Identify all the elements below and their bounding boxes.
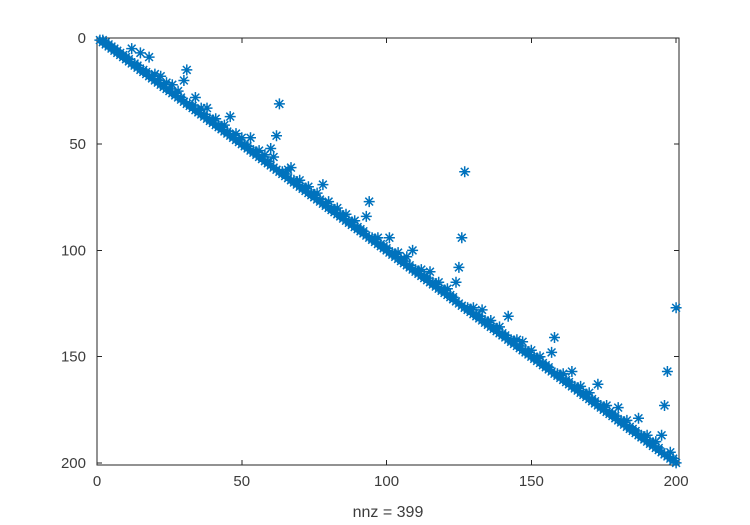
x-tick-label: 200 — [664, 473, 689, 490]
axes-frame — [96, 37, 680, 466]
x-tick-labels: 0 50 100 150 200 — [93, 473, 689, 490]
y-tick-labels: 0 50 100 150 200 — [61, 30, 86, 472]
x-axis-label: nnz = 399 — [353, 504, 424, 521]
y-tick-label: 200 — [61, 455, 86, 472]
scatter-markers — [94, 34, 682, 469]
y-tick-label: 0 — [78, 30, 86, 47]
y-tick-label: 100 — [61, 242, 86, 259]
x-tick-label: 0 — [93, 473, 101, 490]
x-tick-label: 100 — [374, 473, 399, 490]
y-tick-label: 50 — [69, 136, 86, 153]
y-tick-label: 150 — [61, 349, 86, 366]
x-tick-label: 50 — [233, 473, 250, 490]
x-tick-label: 150 — [519, 473, 544, 490]
